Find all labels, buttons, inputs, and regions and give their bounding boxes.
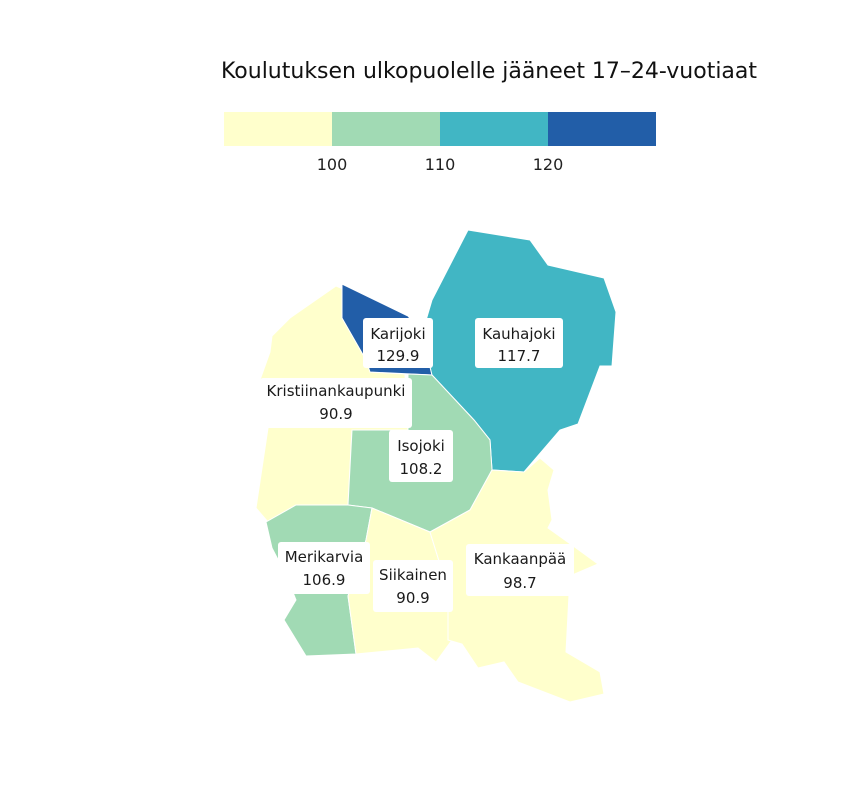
legend-tick-100: 100 xyxy=(317,155,348,174)
legend-bin-1 xyxy=(224,112,332,146)
chart-title: Koulutuksen ulkopuolelle jääneet 17–24-v… xyxy=(221,59,757,84)
legend: 100 110 120 xyxy=(224,112,656,174)
label-karijoki-box xyxy=(363,318,433,368)
label-kankaanpaa-name: Kankaanpää xyxy=(474,550,567,568)
label-kauhajoki: Kauhajoki 117.7 xyxy=(475,318,563,368)
label-siikainen-name: Siikainen xyxy=(379,566,447,584)
label-isojoki-value: 108.2 xyxy=(400,460,443,478)
legend-bin-2 xyxy=(332,112,440,146)
label-siikainen-value: 90.9 xyxy=(396,589,429,607)
label-merikarvia-name: Merikarvia xyxy=(285,548,364,566)
legend-tick-110: 110 xyxy=(425,155,456,174)
label-isojoki: Isojoki 108.2 xyxy=(389,430,453,482)
label-isojoki-box xyxy=(389,430,453,482)
label-kankaanpaa-value: 98.7 xyxy=(503,574,536,592)
label-kristiinankaupunki-value: 90.9 xyxy=(319,405,352,423)
label-isojoki-name: Isojoki xyxy=(397,437,445,455)
label-kauhajoki-name: Kauhajoki xyxy=(482,325,555,343)
label-kankaanpaa: Kankaanpää 98.7 xyxy=(466,544,574,596)
label-kauhajoki-value: 117.7 xyxy=(498,347,541,365)
label-merikarvia: Merikarvia 106.9 xyxy=(278,542,370,594)
label-karijoki: Karijoki 129.9 xyxy=(363,318,433,368)
label-merikarvia-value: 106.9 xyxy=(303,571,346,589)
label-merikarvia-box xyxy=(278,542,370,594)
legend-bin-4 xyxy=(548,112,656,146)
label-kristiinankaupunki-box xyxy=(260,378,412,428)
legend-bin-3 xyxy=(440,112,548,146)
region-labels: Karijoki 129.9 Kauhajoki 117.7 Kristiina… xyxy=(260,318,574,612)
legend-tick-120: 120 xyxy=(533,155,564,174)
label-kristiinankaupunki: Kristiinankaupunki 90.9 xyxy=(260,378,412,428)
label-karijoki-value: 129.9 xyxy=(377,347,420,365)
label-siikainen-box xyxy=(373,560,453,612)
label-kauhajoki-box xyxy=(475,318,563,368)
label-kristiinankaupunki-name: Kristiinankaupunki xyxy=(267,382,406,400)
label-siikainen: Siikainen 90.9 xyxy=(373,560,453,612)
label-karijoki-name: Karijoki xyxy=(370,325,425,343)
label-kankaanpaa-box xyxy=(466,544,574,596)
